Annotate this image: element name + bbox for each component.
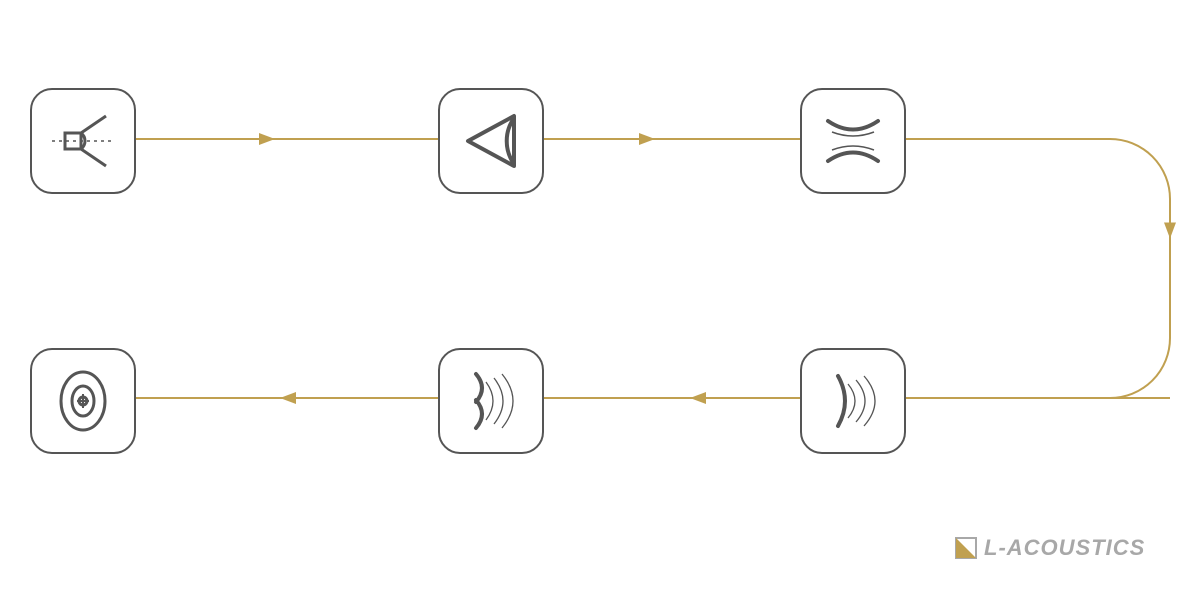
coaxial-icon [48,366,118,436]
brand-logo-text: L-ACOUSTICS [984,535,1145,561]
directivity-icon [456,106,526,176]
line-source-icon [818,366,888,436]
node-line-array [438,348,544,454]
node-coaxial [30,348,136,454]
brand-logo-icon [954,536,978,560]
node-wavefront [800,88,906,194]
node-directivity [438,88,544,194]
node-line-source [800,348,906,454]
line-array-icon [456,366,526,436]
flow-path [0,0,1200,600]
brand-logo: L-ACOUSTICS [954,535,1145,561]
wavefront-icon [818,106,888,176]
speaker-source-icon [48,106,118,176]
node-speaker-source [30,88,136,194]
